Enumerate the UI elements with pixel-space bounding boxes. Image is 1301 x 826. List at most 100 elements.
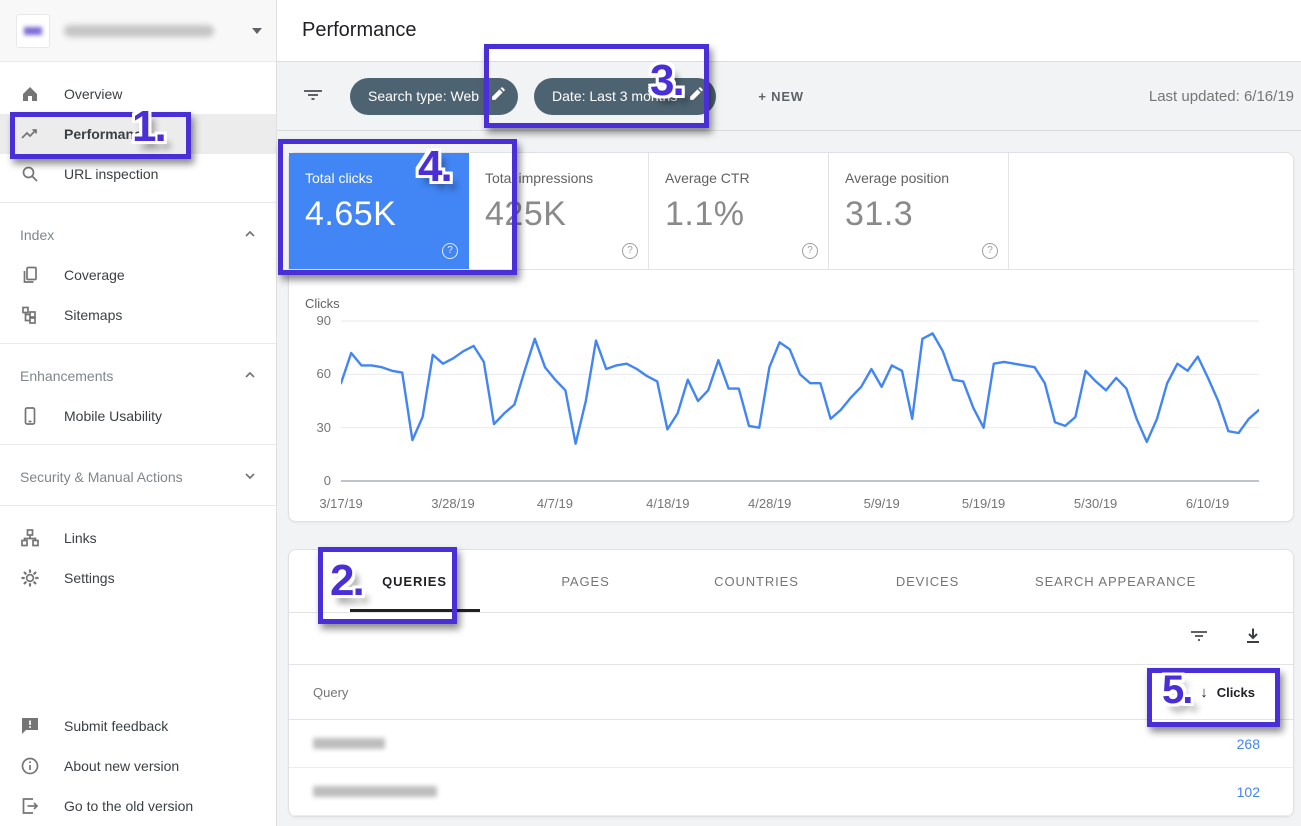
tab-countries[interactable]: COUNTRIES [714,573,799,589]
sidebar-item-submit-feedback[interactable]: Submit feedback [0,706,276,746]
performance-panel: Total clicks 4.65K ? Total impressions 4… [288,152,1294,522]
help-icon[interactable]: ? [622,243,638,259]
chevron-down-icon [252,27,262,34]
sidebar-item-links[interactable]: Links [0,518,276,558]
section-label: Index [20,227,55,243]
metric-label: Average CTR [665,170,750,186]
sidebar-item-performance[interactable]: Performance [0,114,276,154]
exit-icon [20,796,40,816]
clicks-value: 268 [1236,735,1260,752]
sidebar: Overview Performance URL inspection Inde… [0,0,277,826]
clicks-chart: Clicks 90 60 30 0 3/17/19 3/28/19 4/7/19 4/18/… [289,270,1293,521]
main-area: Performance Search type: Web Date: Last … [277,0,1301,826]
help-icon[interactable]: ? [442,243,458,259]
date-filter-chip[interactable]: Date: Last 3 months [534,77,717,115]
section-header-index[interactable]: Index [0,215,276,255]
sidebar-group-primary: Overview Performance URL inspection [0,62,276,203]
metric-value: 4.65K [305,195,397,233]
chart-plot: 3/17/19 3/28/19 4/7/19 4/18/19 4/28/19 5/9/19… [319,315,1259,515]
metric-value: 425K [485,195,567,233]
filter-bar: Search type: Web Date: Last 3 months + N… [277,62,1301,131]
help-icon[interactable]: ? [802,243,818,259]
sidebar-item-label: Links [64,530,97,546]
y-tick-label: 90 [316,313,331,328]
pencil-icon [688,87,704,105]
sidebar-item-label: Sitemaps [64,307,123,323]
chart-x-axis: 3/17/19 3/28/19 4/7/19 4/18/19 4/28/19 5/9/19… [319,487,1259,515]
chevron-down-icon [240,466,260,489]
links-icon [20,528,40,548]
sidebar-item-label: Mobile Usability [64,408,163,424]
table-filter-icon[interactable] [1189,627,1209,650]
metric-label: Total clicks [305,170,373,186]
x-tick-label: 3/17/19 [319,496,363,511]
section-header-enhancements[interactable]: Enhancements [0,356,276,396]
y-tick-label: 30 [316,419,331,435]
sidebar-item-label: Performance [64,126,150,142]
sidebar-item-settings[interactable]: Settings [0,558,276,598]
tab-search-appearance[interactable]: SEARCH APPEARANCE [1035,573,1197,589]
search-type-filter-chip[interactable]: Search type: Web [350,77,519,115]
smartphone-icon [20,406,40,426]
sitemap-icon [20,305,40,325]
dimension-tabs: QUERIES PAGES COUNTRIES DEVICES SEARCH A… [289,550,1293,613]
sidebar-item-coverage[interactable]: Coverage [0,255,276,295]
pencil-icon [490,87,505,105]
clicks-header-label: Clicks [1216,684,1255,700]
metric-card-average-position[interactable]: Average position 31.3 ? [829,153,1009,269]
sidebar-item-about-new-version[interactable]: About new version [0,746,276,786]
property-selector[interactable] [0,0,276,62]
query-column-header[interactable]: Query [313,684,349,700]
home-icon [20,84,40,104]
tab-devices[interactable]: DEVICES [895,573,960,589]
download-icon[interactable] [1243,626,1263,651]
y-tick-label: 0 [323,473,331,488]
sidebar-item-go-to-old-version[interactable]: Go to the old version [0,786,276,826]
sidebar-item-sitemaps[interactable]: Sitemaps [0,295,276,335]
query-text-blurred [313,738,385,749]
property-logo [16,13,50,48]
x-tick-label: 4/7/19 [536,496,573,511]
y-tick-label: 60 [316,366,331,382]
table-header-row: Query ↓ Clicks [289,665,1293,720]
sidebar-footer: Submit feedback About new version Go to … [0,706,276,826]
metric-card-average-ctr[interactable]: Average CTR 1.1% ? [649,153,829,269]
search-icon [20,164,40,184]
help-icon[interactable]: ? [982,243,998,259]
sidebar-item-label: URL inspection [64,166,159,182]
sidebar-item-overview[interactable]: Overview [0,74,276,114]
x-tick-label: 6/10/19 [1185,496,1230,511]
property-logo-blurred [24,26,42,35]
last-updated-text: Last updated: 6/16/19 [1148,87,1294,105]
filter-icon[interactable] [302,84,324,109]
metric-card-total-impressions[interactable]: Total impressions 425K ? [469,153,649,269]
dimensions-panel: QUERIES PAGES COUNTRIES DEVICES SEARCH A… [288,549,1294,817]
trending-up-icon [20,124,40,144]
sidebar-item-mobile-usability[interactable]: Mobile Usability [0,396,276,436]
tab-pages[interactable]: PAGES [561,573,610,589]
sidebar-section-index: Index Coverage Sitemaps [0,203,276,344]
new-filter-button[interactable]: + NEW [758,88,804,104]
chevron-up-icon [240,365,260,388]
tab-queries[interactable]: QUERIES [329,550,500,612]
table-row[interactable]: 268 [289,720,1293,768]
chart-y-axis: 90 60 30 0 [305,313,341,488]
metric-card-total-clicks[interactable]: Total clicks 4.65K ? [289,153,469,269]
sidebar-item-url-inspection[interactable]: URL inspection [0,154,276,194]
gear-icon [20,568,40,588]
sidebar-item-label: Settings [64,570,115,586]
clicks-column-header[interactable]: ↓ Clicks [1200,684,1255,701]
table-toolbar [289,613,1293,665]
section-label: Enhancements [20,368,114,384]
metric-label: Total impressions [485,170,594,186]
table-row[interactable]: 102 [289,768,1293,816]
metric-value: 1.1% [665,195,745,233]
section-header-security-manual-actions[interactable]: Security & Manual Actions [0,457,276,497]
content: Total clicks 4.65K ? Total impressions 4… [277,131,1301,817]
metric-value: 31.3 [845,195,914,233]
sidebar-item-label: Submit feedback [64,718,169,734]
chip-label: Search type: Web [368,88,480,104]
sidebar-item-label: Coverage [64,267,125,283]
sidebar-item-label: Go to the old version [64,798,194,814]
info-icon [20,756,40,776]
